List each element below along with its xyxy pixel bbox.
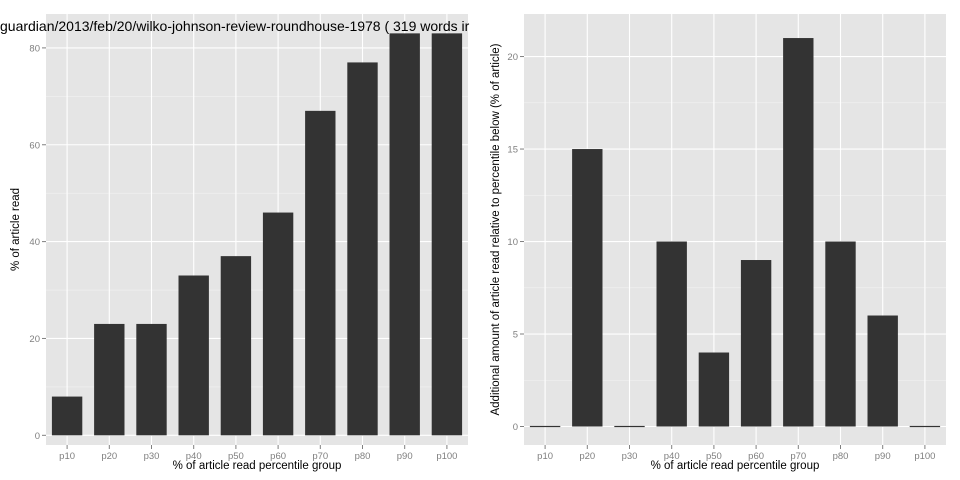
bar-p50 [698, 352, 730, 427]
bar-p20 [94, 323, 125, 436]
bar-p80 [825, 241, 856, 427]
bar-p80 [347, 62, 378, 436]
x-tick-label: p30 [144, 451, 160, 462]
bar-p30 [136, 323, 167, 436]
bar-p90 [867, 315, 898, 427]
y-tick-label: 40 [29, 237, 40, 248]
x-tick-label: p10 [59, 451, 75, 462]
y-tick-label: 10 [507, 237, 518, 248]
x-tick-label: p70 [790, 451, 806, 462]
x-tick-label: p70 [312, 451, 328, 462]
x-tick-label: p60 [748, 451, 764, 462]
chart-title: guardian/2013/feb/20/wilko-johnson-revie… [0, 18, 470, 34]
bar-p20 [572, 149, 603, 427]
bar-p60 [740, 260, 772, 427]
y-tick-label: 5 [513, 330, 518, 341]
chart-right: 0 5 10 15 20 p10 p20 p30 p40 p50 p60 p70 p80 p90 p100%… [490, 14, 946, 472]
bar-p70 [305, 110, 336, 436]
bar-p50 [220, 256, 252, 436]
x-tick-label: p90 [397, 451, 413, 462]
bar-p90 [389, 33, 420, 436]
x-tick-label: p10 [537, 451, 553, 462]
bar-p100 [909, 425, 941, 428]
y-tick-label: 20 [29, 334, 40, 345]
x-tick-label: p50 [228, 451, 244, 462]
y-axis-title: % of article read [10, 188, 22, 271]
x-tick-label: p80 [355, 451, 371, 462]
y-tick-label: 0 [35, 431, 40, 442]
x-tick-label: p100 [914, 451, 935, 462]
x-tick-label: p100 [436, 451, 457, 462]
bar-p100 [431, 33, 463, 436]
y-tick-label: 80 [29, 43, 40, 54]
y-tick-label: 0 [513, 422, 518, 433]
bar-p40 [178, 275, 209, 436]
y-tick-label: 15 [507, 145, 518, 156]
bar-p70 [783, 38, 814, 427]
bar-p30 [614, 425, 645, 428]
bar-p40 [656, 241, 687, 427]
x-axis-title: % of article read percentile group [173, 460, 342, 472]
x-tick-label: p40 [664, 451, 680, 462]
x-tick-label: p80 [833, 451, 849, 462]
x-tick-label: p60 [270, 451, 286, 462]
y-axis-title: Additional amount of article read relati… [490, 43, 502, 415]
x-tick-label: p50 [706, 451, 722, 462]
bar-p10 [529, 425, 561, 428]
x-tick-label: p90 [875, 451, 891, 462]
chart-left: 0 20 40 60 80 p10 p20 p30 p40 p50 p60 p70 p80 p90 p100… [0, 14, 470, 472]
y-tick-label: 20 [507, 52, 518, 63]
y-tick-label: 60 [29, 140, 40, 151]
bar-p60 [262, 212, 294, 436]
x-axis-title: % of article read percentile group [651, 460, 820, 472]
x-tick-label: p20 [101, 451, 117, 462]
x-tick-label: p30 [622, 451, 638, 462]
x-tick-label: p40 [186, 451, 202, 462]
x-tick-label: p20 [579, 451, 595, 462]
bar-p10 [51, 396, 83, 436]
